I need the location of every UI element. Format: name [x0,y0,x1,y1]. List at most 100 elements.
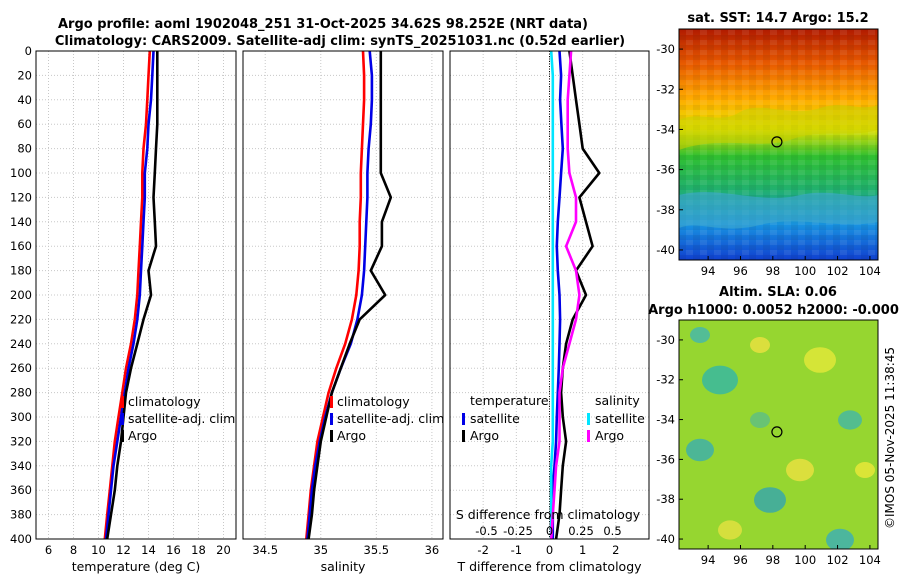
legend-swatch [121,396,124,408]
y-tick-label: 220 [10,312,32,326]
x-tick-label: 6 [45,543,52,557]
map-y-tick-label: -40 [656,532,675,546]
sla-map-subtitle: Argo h1000: 0.0052 h2000: -0.0001 [648,303,900,318]
series-line-s-satellite [549,51,555,539]
x-tick-label: 34.5 [252,543,278,557]
y-tick-label: 360 [10,483,32,497]
x2-tick-label: 0.5 [603,524,621,538]
sla-blob [718,520,742,540]
y-tick-label: 40 [17,93,32,107]
map-x-tick-label: 96 [733,264,748,278]
legend-swatch [587,413,590,425]
legend-swatch [587,430,590,442]
map-x-tick-label: 100 [794,264,816,278]
x-tick-label: 10 [91,543,106,557]
y-tick-label: 160 [10,239,32,253]
y-tick-label: 140 [10,215,32,229]
temperature-panel: 0 20 40 60 80 100 120 140 160 180 200 220 240 260 280 3… [10,44,237,574]
legend-swatch [121,430,124,442]
map-x-tick-label: 102 [827,264,849,278]
x2-tick-label: -0.25 [503,524,533,538]
y-tick-label: 340 [10,459,32,473]
series-line-t-argo [554,51,601,539]
x-tick-label: 1 [579,543,586,557]
sst-cool-band [679,192,878,229]
sst-warm-intrusion [679,105,878,150]
x-tick-label: 16 [166,543,181,557]
title-line-1: Argo profile: aoml 1902048_251 31-Oct-20… [58,17,588,32]
y-tick-label: 0 [25,44,32,58]
map-y-tick-label: -38 [656,492,675,506]
series-line-t-satellite [551,51,565,539]
y-tick-label: 100 [10,166,32,180]
y-tick-label: 60 [17,117,32,131]
series-line-climatology [103,51,152,539]
x-tick-label: 8 [70,543,77,557]
sla-anomaly-blobs [686,327,875,549]
series-line-argo [105,51,159,539]
x-tick-label: 0 [546,543,553,557]
difference-frame [449,50,650,540]
legend-label: Argo [128,428,157,443]
x2-axis-label: S difference from climatology [456,507,641,522]
legend-label: climatology [128,394,201,409]
salinity-panel: 34.5 35 35.5 36 salinity climatology satellite… [242,50,444,574]
y-tick-label: 80 [17,142,32,156]
y-tick-label: 380 [10,508,32,522]
x-tick-label: 35.5 [364,543,390,557]
imos-timestamp: ©IMOS 05-Nov-2025 11:38:45 [883,347,897,529]
map-y-tick-label: -34 [656,122,675,136]
sla-blob [855,462,875,478]
x2-tick-label: 0.25 [568,524,594,538]
legend-label: Argo [470,428,499,443]
x-axis-label: salinity [321,559,366,574]
legend-swatch [330,413,333,425]
sla-blob [838,410,862,430]
sla-blob [750,337,770,353]
sla-map-title: Altim. SLA: 0.06 [719,285,837,300]
sla-blob [826,528,854,549]
sla-blob [786,458,814,482]
difference-panel: -2 -1 0 1 2 T difference from climatology temp… [449,50,650,574]
legend-label: Argo [595,428,624,443]
x-tick-label: 14 [141,543,156,557]
x-axis-label: temperature (deg C) [72,559,201,574]
x-tick-label: 12 [116,543,131,557]
sla-map-axes: 94 96 98 100 102 104 -30 -32 -34 -36 -38 -40 [656,333,881,567]
map-x-tick-label: 94 [701,553,716,567]
x-tick-label: 20 [216,543,231,557]
temperature-frame [35,50,237,540]
y-tick-label: 400 [10,532,32,546]
legend-label: satellite [595,411,645,426]
series-line-s-argo [549,51,581,539]
map-x-tick-label: 100 [794,553,816,567]
y-tick-label: 260 [10,361,32,375]
map-x-tick-label: 96 [733,553,748,567]
x-tick-label: 36 [425,543,440,557]
sla-blob [686,438,714,462]
map-x-tick-label: 104 [859,553,881,567]
sst-map-axes: 94 96 98 100 102 104 -30 -32 -34 -36 -38 -40 [656,42,881,278]
legend-label: Argo [337,428,366,443]
map-y-tick-label: -32 [656,373,675,387]
y-tick-label: 300 [10,410,32,424]
legend-label: satellite [470,411,520,426]
legend-label: satellite-adj. clim [128,411,235,426]
sla-blob [702,365,738,395]
sst-map [679,29,878,260]
sla-map [679,320,878,549]
y-tick-label: 280 [10,386,32,400]
x-tick-label: -2 [477,543,488,557]
series-line-satellite-adj-clim [306,51,374,539]
legend-swatch [462,430,465,442]
map-x-tick-label: 98 [766,264,781,278]
sla-field [679,320,878,549]
sla-blob [690,327,710,343]
series-line-argo [307,51,393,539]
map-x-tick-label: 102 [827,553,849,567]
temperature-series-group [103,51,159,539]
legend-title-temperature: temperature [470,393,549,408]
map-y-tick-label: -32 [656,82,675,96]
map-x-tick-label: 94 [701,264,716,278]
map-y-tick-label: -30 [656,42,675,56]
